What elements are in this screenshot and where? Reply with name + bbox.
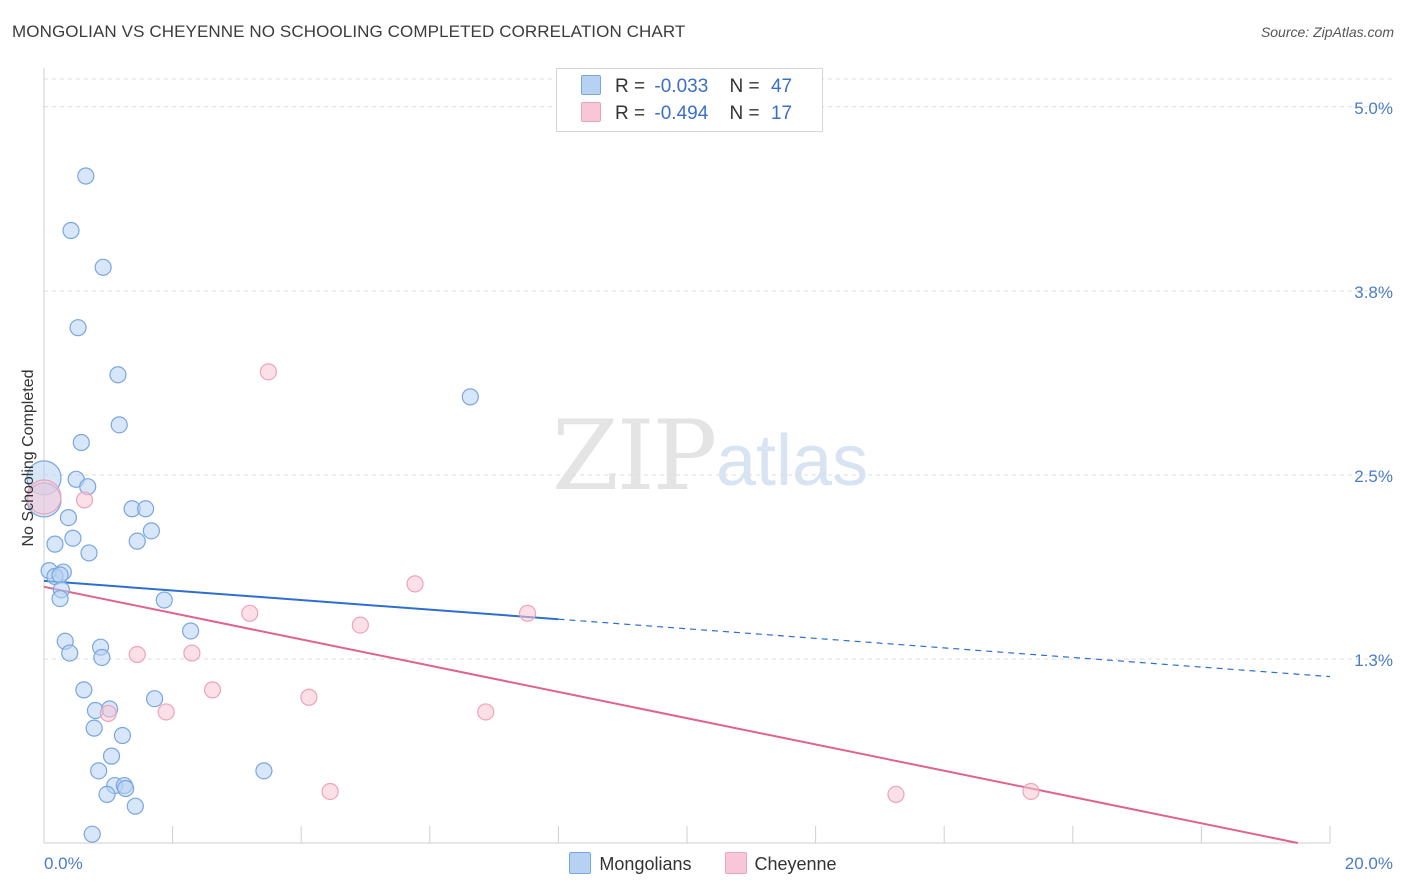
y-tick-label: 5.0% [1354,99,1393,118]
bottom-swatch-cheyenne [724,852,747,874]
legend-r-label: R = [615,103,646,124]
mongolian-point [94,258,112,276]
legend-n-value: 47 [770,76,793,97]
trend-line-mongolians-extended [558,618,1331,678]
mongolian-point [98,785,116,804]
grid-layer [44,78,1395,660]
cheyenne-point [321,782,339,801]
cheyenne-point [128,645,146,664]
cheyenne-point [99,704,117,723]
mongolian-point [62,221,80,240]
trend-layer [43,579,1331,844]
cheyenne-point [75,491,94,509]
cheyenne-point [300,688,318,706]
mongolian-point [182,622,200,640]
legend-row-cheyenne: R = -0.494 N = 17 [581,102,792,128]
mongolian-point [64,529,82,547]
x-tick-label: 20.0% [1345,854,1393,873]
bottom-legend-label: Cheyenne [754,854,837,874]
y-tick-label: 1.3% [1354,651,1393,670]
labels-layer: 1.3% 2.5% 3.8% 5.0% 0.0% 20.0% No Schooling Co… [20,99,1393,873]
mongolian-point [80,544,98,562]
watermark-atlas: atlas [716,421,869,501]
mongolian-point [75,681,93,699]
y-tick-label: 2.5% [1354,467,1393,486]
cheyenne-point [203,681,222,699]
watermark-zip: ZIP [552,400,717,512]
bottom-swatch-mongolians [569,852,592,874]
mongolian-point [126,797,144,815]
legend-row-mongolians: R = -0.033 N = 47 [581,75,792,101]
cheyenne-point [26,479,62,515]
legend-n-label: N = [729,103,760,124]
mongolian-point [85,719,103,737]
bottom-legend-cheyenne[interactable]: Cheyenne [724,852,837,875]
mongolian-point [59,509,78,527]
mongolian-point [83,825,101,843]
points-layer [26,167,1040,843]
mongolian-point [102,747,121,765]
bottom-legend: Mongolians Cheyenne [0,852,1406,875]
cheyenne-point [406,575,424,593]
chart-title: MONGOLIAN VS CHEYENNE NO SCHOOLING COMPL… [12,22,686,41]
mongolian-point [155,591,173,609]
x-tick-label: 0.0% [44,854,83,873]
mongolian-point [51,566,69,584]
cheyenne-point [183,644,201,662]
cheyenne-point [241,604,259,622]
cheyenne-point [887,785,905,804]
mongolian-point [46,535,64,553]
mongolian-point [77,167,95,185]
mongolian-point [109,366,127,384]
legend-n-value: 17 [770,103,793,124]
mongolian-point [136,500,155,518]
mongolian-point [113,726,132,745]
mongolian-point [255,762,273,780]
mongolian-point [69,319,87,337]
legend-swatch-cheyenne [581,102,601,122]
cheyenne-point [157,703,175,721]
trend-line-mongolians [43,579,559,621]
mongolian-point [117,779,135,798]
bottom-legend-mongolians[interactable]: Mongolians [569,852,691,875]
mongolian-point [51,589,69,608]
mongolian-point [142,522,160,540]
y-tick-label: 3.8% [1354,283,1393,302]
axes-layer [43,68,1331,844]
cheyenne-point [1022,782,1040,801]
y-axis-label: No Schooling Completed [20,370,37,547]
mongolian-point [110,416,128,434]
mongolian-point [90,762,108,780]
bottom-legend-label: Mongolians [599,854,692,874]
cheyenne-point [518,604,537,622]
cheyenne-point [259,363,278,381]
trend-line-cheyenne [43,585,1299,844]
mongolian-point [61,644,79,662]
mongolian-point [461,388,479,406]
legend-r-value: -0.033 [654,76,709,97]
mongolian-point [72,433,90,452]
legend-r-value: -0.494 [654,103,709,124]
legend-swatch-mongolians [581,75,601,95]
legend-box: R = -0.033 N = 47 R = -0.494 N = 17 [556,68,823,132]
cheyenne-point [351,616,369,634]
cheyenne-point [477,703,495,721]
legend-n-label: N = [729,76,760,97]
mongolian-point [128,532,146,550]
chart-source: Source: ZipAtlas.com [1260,24,1394,40]
mongolian-point [93,648,111,667]
legend-r-label: R = [615,76,646,97]
mongolian-point [145,690,164,708]
